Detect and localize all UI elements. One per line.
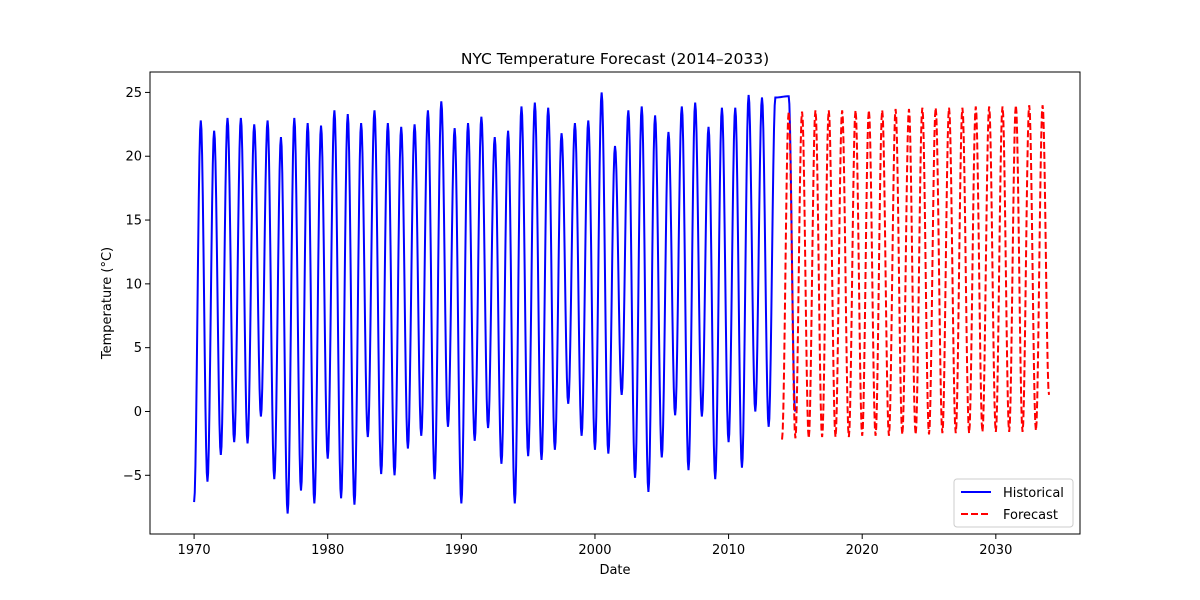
- chart-title: NYC Temperature Forecast (2014–2033): [461, 50, 769, 68]
- x-tick-label: 2020: [846, 543, 879, 558]
- y-axis-label: Temperature (°C): [100, 247, 115, 360]
- x-tick-label: 2010: [712, 543, 745, 558]
- x-tick-label: 2000: [578, 543, 611, 558]
- x-tick-label: 2030: [979, 543, 1012, 558]
- series-layer: [193, 92, 1050, 514]
- y-tick-label: 0: [134, 405, 142, 420]
- x-tick-label: 1970: [178, 543, 211, 558]
- x-tick-label: 1980: [311, 543, 344, 558]
- x-tick-label: 1990: [445, 543, 478, 558]
- series-line-historical: [193, 92, 797, 514]
- legend: Historical Forecast: [953, 478, 1074, 528]
- y-tick-label: 20: [125, 150, 142, 165]
- legend-label-historical: Historical: [1003, 486, 1064, 501]
- legend-label-forecast: Forecast: [1003, 508, 1058, 523]
- y-tick-label: 10: [125, 277, 142, 292]
- series-line-forecast: [781, 105, 1050, 440]
- y-tick-label: −5: [123, 469, 142, 484]
- plot-area-frame: [149, 71, 1081, 535]
- y-tick-label: 15: [125, 214, 142, 229]
- y-tick-label: 5: [134, 341, 142, 356]
- y-axis: −5 0 5 10 15 20 25: [123, 86, 150, 484]
- y-tick-label: 25: [125, 86, 142, 101]
- x-axis-label: Date: [599, 563, 630, 578]
- x-axis: 1970 1980 1990 2000 2010 2020 2030: [178, 534, 1012, 558]
